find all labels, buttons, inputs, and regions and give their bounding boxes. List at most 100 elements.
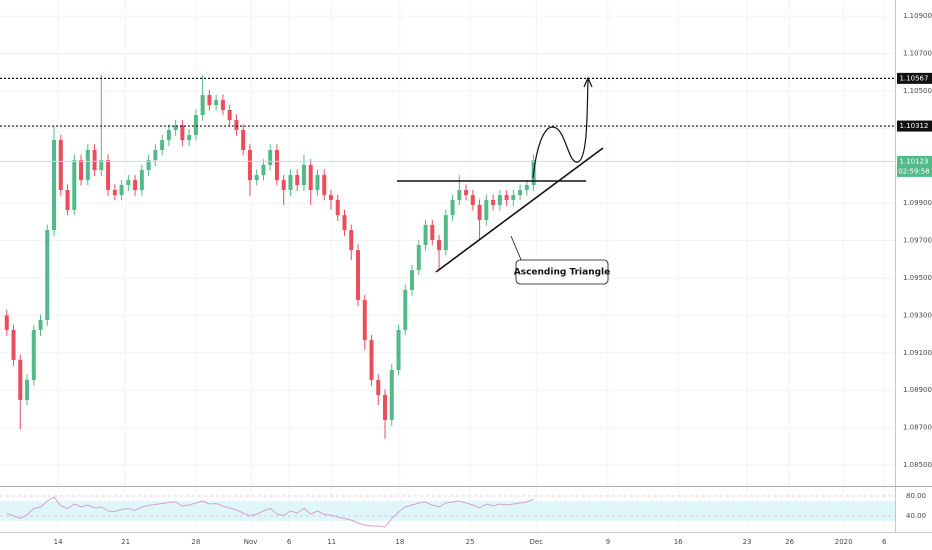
x-tick-label: 2020: [835, 538, 853, 546]
candle-body: [403, 289, 408, 330]
candle-body: [200, 95, 205, 116]
candle-body: [504, 195, 509, 200]
candle-body: [106, 160, 111, 191]
candle-body: [92, 150, 97, 171]
callout-pointer: [510, 235, 523, 263]
rsi-tick-label: 80.00: [906, 492, 926, 500]
y-tick-label: 1.08900: [903, 386, 932, 394]
y-tick-label: 1.09100: [903, 349, 932, 357]
arrow-head: [583, 76, 593, 88]
candle-body: [376, 379, 381, 396]
rsi-panel: [0, 495, 895, 528]
candle-body: [477, 204, 482, 220]
candle-body: [457, 190, 462, 200]
x-tick-label: 23: [743, 538, 752, 546]
candle-body: [25, 379, 30, 400]
rsi-band: [0, 501, 895, 521]
candle-body: [511, 195, 516, 200]
candle-body: [389, 369, 394, 420]
candle-body: [187, 135, 192, 141]
candle-body: [220, 100, 225, 110]
candle-body: [126, 180, 131, 185]
x-tick-label: 28: [191, 538, 200, 546]
candle-body: [119, 184, 124, 196]
candle-body: [4, 315, 9, 330]
candle-body: [166, 129, 171, 141]
candle-body: [234, 120, 239, 130]
x-tick-label: 16: [674, 538, 683, 546]
candle-body: [139, 170, 144, 191]
x-tick-label: 11: [327, 538, 336, 546]
overlay: [0, 77, 895, 162]
y-tick-label: 1.09900: [903, 199, 932, 207]
candle-body: [261, 164, 266, 176]
candle-body: [295, 175, 300, 185]
candle-body: [281, 180, 286, 191]
y-tick-label: 1.10900: [903, 12, 932, 20]
grid: [0, 0, 895, 532]
candle-body: [342, 215, 347, 231]
level-label: 1.10567: [900, 74, 929, 82]
y-tick-label: 1.09700: [903, 237, 932, 245]
x-tick-label: 26: [785, 538, 794, 546]
candle-body: [11, 329, 16, 361]
rsi-line: [6, 496, 534, 528]
countdown: 02:59:58: [898, 167, 929, 175]
y-tick-label: 1.09300: [903, 311, 932, 319]
y-tick-label: 1.10500: [903, 87, 932, 95]
y-tick-label: 1.10700: [903, 49, 932, 57]
candle-body: [45, 230, 50, 321]
candle-body: [72, 160, 77, 211]
candle-body: [383, 395, 388, 420]
x-tick-label: Nov: [244, 538, 258, 546]
candle-body: [416, 245, 421, 271]
projection-arrow: [532, 79, 589, 179]
candle-body: [315, 175, 320, 191]
candle-body: [524, 184, 529, 191]
annotation: Ascending Triangle: [514, 268, 610, 278]
candle-body: [362, 300, 367, 341]
candle-body: [160, 140, 165, 151]
candle-body: [369, 340, 374, 380]
level-tag: [897, 72, 932, 84]
candle-body: [38, 320, 43, 330]
candle-body: [268, 150, 273, 165]
candle-body: [335, 199, 340, 216]
candle-body: [65, 190, 70, 211]
candle-body: [85, 150, 90, 181]
current-price-tag: [897, 155, 932, 177]
candle-body: [180, 125, 185, 141]
candle-body: [112, 190, 117, 196]
candle-body: [58, 140, 63, 191]
current-price-label: 1.10123: [900, 157, 929, 165]
candle-body: [518, 190, 523, 196]
x-tick-label: 6: [287, 538, 292, 546]
axes: 1.08500 1.08700 1.08900 1.09100 1.09300 1.095…: [54, 12, 932, 546]
candle-body: [288, 175, 293, 191]
candle-body: [470, 195, 475, 205]
candle-body: [497, 195, 502, 205]
candles: [4, 75, 536, 439]
candle-body: [464, 190, 469, 196]
candle-body: [491, 199, 496, 205]
x-tick-label: 18: [395, 538, 404, 546]
candle-body: [356, 250, 360, 301]
candle-body: [396, 329, 401, 370]
candle-body: [410, 270, 415, 290]
level-label: 1.10312: [900, 122, 929, 130]
x-tick-label: 25: [466, 538, 475, 546]
candle-body: [247, 150, 252, 181]
candle-body: [437, 239, 442, 251]
candle-body: [133, 180, 138, 191]
candle-body: [214, 100, 219, 106]
x-tick-label: 9: [606, 538, 610, 546]
candle-body: [79, 160, 84, 181]
candle-body: [18, 360, 23, 400]
candle-body: [349, 230, 354, 251]
candle-body: [322, 175, 327, 196]
candle-body: [308, 164, 313, 191]
level-tag: [897, 120, 932, 132]
candle-body: [227, 109, 232, 121]
